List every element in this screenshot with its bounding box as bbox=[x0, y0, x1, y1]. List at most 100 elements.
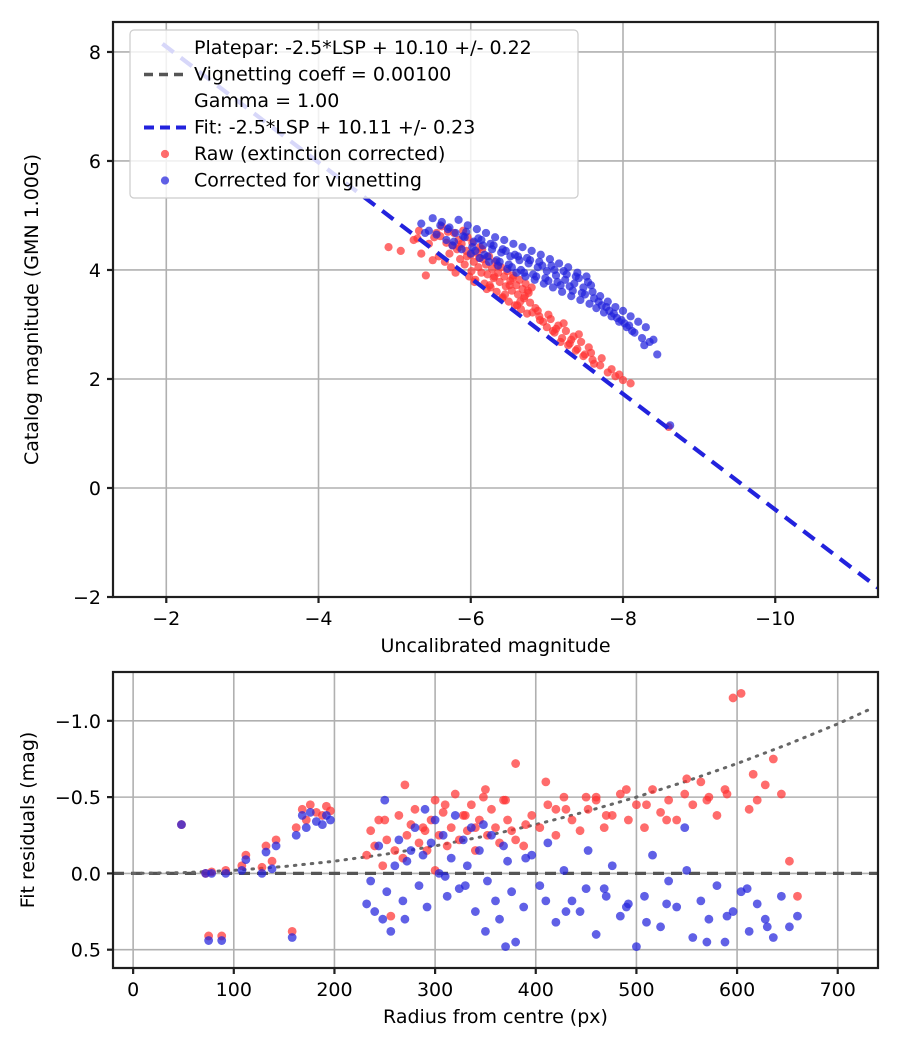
data-point bbox=[291, 823, 301, 833]
data-point bbox=[519, 268, 529, 277]
x-axis-label: Uncalibrated magnitude bbox=[380, 635, 610, 657]
data-point bbox=[291, 830, 301, 840]
data-point bbox=[380, 795, 390, 805]
data-point bbox=[532, 272, 541, 281]
data-point bbox=[682, 865, 692, 875]
data-point bbox=[483, 270, 492, 279]
data-point bbox=[417, 219, 426, 228]
data-point bbox=[785, 856, 794, 866]
data-point bbox=[640, 823, 649, 833]
data-point bbox=[378, 914, 388, 924]
data-point bbox=[548, 283, 558, 292]
data-point bbox=[495, 277, 504, 287]
legend-entry[interactable]: Vignetting coeff = 0.00100 bbox=[144, 64, 451, 86]
data-point bbox=[366, 826, 376, 836]
legend-label: Fit: -2.5*LSP + 10.11 +/- 0.23 bbox=[194, 117, 475, 139]
data-point bbox=[386, 911, 396, 921]
data-point bbox=[501, 246, 510, 256]
data-point bbox=[440, 872, 450, 881]
legend-entry[interactable]: Fit: -2.5*LSP + 10.11 +/- 0.23 bbox=[144, 117, 475, 139]
data-point bbox=[487, 804, 496, 814]
data-point bbox=[428, 214, 437, 223]
data-point bbox=[599, 884, 609, 894]
data-point bbox=[535, 881, 545, 891]
data-point bbox=[267, 864, 277, 874]
legend-entry[interactable]: Platepar: -2.5*LSP + 10.10 +/- 0.22 bbox=[194, 37, 532, 59]
data-point bbox=[632, 942, 641, 952]
data-point bbox=[621, 785, 631, 794]
data-point bbox=[577, 337, 586, 347]
data-point bbox=[607, 811, 617, 820]
data-point bbox=[449, 237, 459, 246]
data-point bbox=[752, 795, 762, 805]
legend-entry[interactable]: Corrected for vignetting bbox=[160, 170, 422, 192]
data-point bbox=[221, 869, 231, 878]
data-point bbox=[680, 789, 690, 799]
data-point bbox=[672, 815, 682, 825]
data-point bbox=[400, 914, 410, 924]
data-point bbox=[511, 937, 521, 947]
data-point bbox=[406, 846, 416, 855]
data-point bbox=[398, 896, 408, 906]
data-point bbox=[390, 846, 400, 855]
legend-label: Platepar: -2.5*LSP + 10.10 +/- 0.22 bbox=[194, 37, 532, 59]
data-point bbox=[574, 274, 583, 283]
data-point bbox=[564, 341, 573, 350]
data-point bbox=[460, 811, 470, 820]
data-point bbox=[511, 835, 521, 845]
data-point bbox=[662, 899, 672, 909]
data-point bbox=[521, 820, 531, 829]
data-point bbox=[591, 792, 601, 802]
data-point bbox=[574, 330, 583, 339]
x-ticklabel: −6 bbox=[457, 608, 485, 630]
data-point bbox=[576, 295, 585, 305]
data-point bbox=[562, 270, 571, 279]
data-point bbox=[394, 811, 404, 820]
legend-marker-dot-blue bbox=[160, 176, 170, 185]
data-point bbox=[507, 887, 517, 897]
x-ticklabel: 600 bbox=[719, 979, 755, 1001]
data-point bbox=[207, 869, 217, 878]
data-point bbox=[420, 826, 430, 836]
data-point bbox=[490, 272, 499, 281]
data-point bbox=[297, 811, 307, 820]
data-point bbox=[583, 804, 593, 814]
data-point bbox=[509, 239, 518, 248]
x-ticklabel: 300 bbox=[417, 979, 453, 1001]
data-point bbox=[688, 800, 698, 810]
data-point bbox=[410, 823, 420, 833]
data-point bbox=[326, 815, 335, 825]
data-point bbox=[474, 846, 484, 855]
data-point bbox=[507, 826, 517, 836]
data-point bbox=[776, 789, 786, 799]
data-point bbox=[301, 823, 311, 833]
data-point bbox=[503, 856, 512, 866]
data-point bbox=[656, 922, 665, 932]
data-point bbox=[402, 830, 412, 840]
legend-entry[interactable]: Raw (extinction corrected) bbox=[160, 143, 445, 165]
data-point bbox=[744, 804, 754, 814]
legend-entry[interactable]: Gamma = 1.00 bbox=[194, 90, 339, 112]
data-point bbox=[744, 926, 754, 936]
data-point bbox=[487, 830, 496, 840]
data-point bbox=[378, 861, 388, 871]
panel-residuals: 0 100 200 300 400 500 600 700 0.5 0.0 −0.5 −1.0 Radi… bbox=[17, 670, 880, 1028]
data-point bbox=[491, 896, 500, 906]
data-point bbox=[682, 774, 692, 784]
data-point bbox=[589, 359, 599, 368]
data-point bbox=[204, 936, 214, 945]
data-point bbox=[760, 914, 770, 924]
data-point bbox=[201, 869, 211, 878]
data-point bbox=[467, 266, 476, 276]
data-point bbox=[382, 835, 392, 845]
data-point bbox=[649, 335, 658, 344]
data-point bbox=[561, 907, 571, 916]
data-point bbox=[712, 811, 722, 820]
data-point bbox=[550, 265, 559, 275]
data-point bbox=[460, 881, 470, 891]
data-point bbox=[477, 235, 486, 245]
x-ticklabel: −8 bbox=[609, 608, 637, 630]
data-point bbox=[481, 785, 490, 794]
data-point bbox=[394, 835, 404, 845]
